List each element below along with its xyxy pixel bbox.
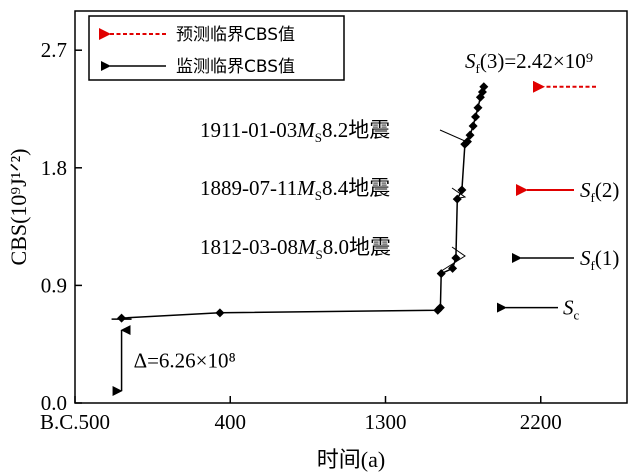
y-tick-label: 0.9 (41, 273, 67, 297)
data-point (215, 308, 225, 318)
data-point (452, 194, 462, 204)
sf2-label: Sf(2) (580, 178, 619, 205)
earthquake-leader-eq1812 (436, 246, 466, 275)
data-point (465, 130, 475, 140)
x-tick-label: 400 (215, 410, 247, 434)
legend: 预测临界CBS值 监测临界CBS值 (88, 15, 345, 81)
legend-predicted-label: 预测临界CBS值 (176, 25, 295, 45)
delta-annotation: Δ=6.26×10⁸ (111, 318, 236, 396)
data-point (448, 263, 458, 273)
sf1-label: Sf(1) (580, 246, 619, 273)
x-axis-ticks: B.C.500 400 1300 2200 (40, 396, 562, 434)
legend-box (88, 15, 345, 81)
earthquake-leader-eq1911 (439, 129, 466, 145)
x-tick-label: 2200 (520, 410, 562, 434)
data-point (462, 137, 472, 147)
cbs-series (117, 82, 489, 323)
threshold-annotations: Sf(3)=2.42×10⁹ Sf(2) Sf(1)Sc (465, 49, 619, 323)
x-axis-title: 时间(a) (317, 447, 385, 472)
data-point (468, 121, 478, 131)
sc-label: Sc (563, 296, 580, 323)
y-axis-ticks: 0.0 0.9 1.8 2.7 (41, 38, 82, 415)
data-point (451, 253, 461, 263)
x-tick-label: 1300 (365, 410, 407, 434)
y-tick-label: 0.0 (41, 391, 67, 415)
sf3-label: Sf(3)=2.42×10⁹ (465, 49, 593, 76)
data-point (457, 185, 467, 195)
earthquake-leader-eq1889 (451, 187, 467, 200)
delta-label: Δ=6.26×10⁸ (134, 349, 236, 373)
earthquake-label-eq1911: 1911-01-03MS8.2地震 (200, 118, 390, 145)
x-tick-label: B.C.500 (40, 410, 110, 434)
data-point (435, 303, 445, 313)
data-point (473, 103, 483, 113)
data-point (471, 112, 481, 122)
data-point (117, 313, 127, 323)
earthquake-label-eq1889: 1889-07-11MS8.4地震 (200, 176, 390, 203)
y-tick-label: 1.8 (41, 156, 67, 180)
y-axis-title: CBS(10⁹J¹ᐟ²) (6, 149, 31, 266)
legend-monitored-label: 监测临界CBS值 (176, 57, 295, 77)
y-tick-label: 2.7 (41, 38, 67, 62)
earthquake-label-eq1812: 1812-03-08MS8.0地震 (200, 235, 391, 262)
data-point (479, 82, 489, 92)
plot-frame (74, 10, 628, 404)
data-point (436, 269, 446, 279)
earthquake-annotations: 1911-01-03MS8.2地震 1889-07-11MS8.4地震 1812-0… (200, 118, 467, 275)
